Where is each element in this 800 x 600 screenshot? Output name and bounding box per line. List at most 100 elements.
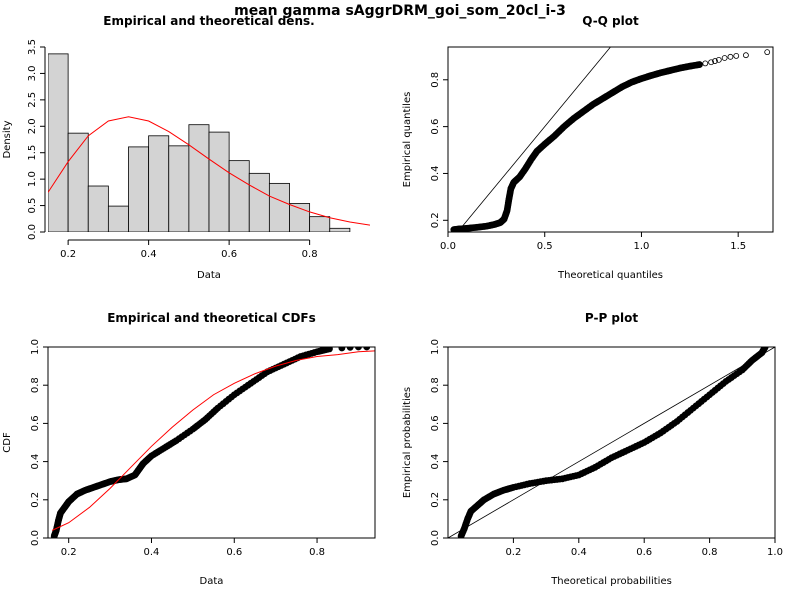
- y-tick-label: 0.0: [30, 530, 41, 546]
- data-point: [702, 60, 709, 67]
- y-axis-label: CDF: [2, 432, 13, 453]
- y-tick-label: 0.2: [430, 212, 441, 228]
- plot-frame: [447, 46, 774, 233]
- x-tick-label: 0.8: [309, 547, 325, 558]
- data-point: [721, 55, 728, 61]
- data-point: [727, 53, 734, 60]
- y-tick-label: 0.0: [27, 224, 38, 240]
- empirical-cdf-outlier: [363, 347, 370, 350]
- x-tick-label: 0.6: [221, 249, 237, 260]
- panel-title-qq: Q-Q plot: [582, 14, 639, 28]
- y-tick-label: 3.5: [27, 39, 38, 55]
- y-tick-label: 1.0: [30, 339, 41, 355]
- histogram-bar: [268, 182, 290, 232]
- empirical-cdf-outlier: [355, 347, 362, 350]
- y-tick-label: 0.4: [430, 166, 441, 182]
- plot-data-qq: [450, 47, 771, 232]
- data-point: [764, 49, 771, 56]
- histogram-bar: [48, 53, 69, 232]
- x-tick-label: 0.4: [141, 249, 157, 260]
- empirical-cdf-outlier: [347, 347, 354, 350]
- y-tick-label: 0.4: [430, 454, 441, 470]
- y-tick-label: 2.5: [27, 92, 38, 108]
- panel-pp: P-P plot 0.2 0.4 0.6 0.8 1.0 0.0 0.2 0.4 0.6 0.8 1.…: [402, 311, 783, 587]
- plot-data-cdf: [50, 347, 375, 538]
- reference-line: [448, 347, 775, 538]
- y-tick-label: 2.0: [27, 118, 38, 134]
- y-tick-label: 0.5: [27, 198, 38, 214]
- x-tick-label: 0.0: [440, 241, 456, 252]
- x-tick-label: 1.0: [767, 547, 783, 558]
- y-tick-label: 0.4: [30, 454, 41, 470]
- x-axis-label: Theoretical quantiles: [557, 270, 663, 281]
- panel-title-pp: P-P plot: [585, 311, 638, 325]
- data-point: [733, 52, 740, 59]
- data-point: [696, 61, 703, 68]
- y-tick-label: 0.6: [430, 119, 441, 135]
- plot-frame: [47, 346, 376, 539]
- y-tick-label: 1.5: [27, 145, 38, 161]
- y-tick-label: 0.6: [430, 415, 441, 431]
- histogram-bar: [128, 146, 150, 232]
- y-tick-label: 0.8: [430, 72, 441, 88]
- y-tick-label: 0.8: [30, 377, 41, 393]
- y-tick-label: 1.0: [27, 171, 38, 187]
- panel-density: Empirical and theoretical dens. 0.2 0.4 0.6…: [2, 14, 370, 281]
- x-tick-label: 1.0: [633, 241, 649, 252]
- histogram-bar: [107, 205, 129, 232]
- theoretical-cdf-curve: [51, 350, 375, 531]
- data-point: [708, 59, 714, 66]
- x-tick-label: 0.2: [61, 547, 77, 558]
- empirical-cdf-outlier: [338, 347, 345, 350]
- panel-qq: Q-Q plot 0.0 0.5 1.0 1.5 0.2 0.4 0.6 0.8 Theoreti…: [402, 14, 774, 281]
- y-tick-label: 0.8: [430, 377, 441, 393]
- x-tick-label: 0.2: [60, 249, 76, 260]
- plot-layer: Empirical and theoretical dens. 0.2 0.4 0.6…: [2, 14, 783, 587]
- histogram-bar: [67, 132, 89, 232]
- empirical-cdf-point: [338, 347, 346, 352]
- y-axis-label: Empirical probabilities: [402, 387, 413, 498]
- theoretical-density-curve: [48, 116, 370, 226]
- data-point: [715, 56, 722, 63]
- x-axis-label: Theoretical probabilities: [550, 576, 672, 587]
- panel-cdf: Empirical and theoretical CDFs 0.2 0.4 0.6 0…: [2, 311, 376, 587]
- reference-line: [457, 47, 612, 232]
- y-axis-label: Empirical quantiles: [402, 92, 413, 188]
- histogram-bar: [208, 131, 230, 232]
- histogram-bar: [248, 172, 270, 232]
- histogram-bar: [168, 145, 190, 232]
- x-tick-label: 1.5: [730, 241, 746, 252]
- histogram-bar: [228, 160, 250, 232]
- y-tick-label: 3.0: [27, 65, 38, 81]
- histogram-bar: [87, 185, 109, 232]
- x-tick-label: 0.4: [144, 547, 160, 558]
- x-tick-label: 0.8: [302, 249, 318, 260]
- x-tick-label: 0.8: [702, 547, 718, 558]
- y-tick-label: 0.6: [30, 415, 41, 431]
- x-tick-label: 0.2: [505, 547, 521, 558]
- y-tick-label: 0.0: [430, 530, 441, 546]
- data-point: [743, 52, 749, 59]
- y-axis-label: Density: [2, 120, 13, 158]
- histogram-bar: [329, 227, 351, 232]
- x-tick-label: 0.5: [537, 241, 553, 252]
- histogram-bar: [188, 124, 210, 232]
- figure-title: mean gamma sAggrDRM_goi_som_20cl_i-3: [234, 3, 566, 19]
- y-tick-label: 0.2: [430, 492, 441, 508]
- empirical-cdf-point: [326, 347, 333, 353]
- histogram-bar: [309, 216, 331, 232]
- panel-title-cdf: Empirical and theoretical CDFs: [107, 311, 316, 325]
- y-tick-label: 0.2: [30, 492, 41, 508]
- data-point: [712, 58, 718, 64]
- x-tick-label: 0.6: [226, 547, 242, 558]
- x-tick-label: 0.6: [636, 547, 652, 558]
- panel-title-density: Empirical and theoretical dens.: [103, 14, 314, 28]
- y-tick-label: 1.0: [430, 339, 441, 355]
- plot-data-density: [48, 53, 370, 232]
- histogram-bar: [148, 135, 170, 232]
- x-tick-label: 0.4: [571, 547, 587, 558]
- data-point: [761, 347, 769, 351]
- x-axis-label: Data: [197, 270, 221, 281]
- x-axis-label: Data: [200, 576, 224, 587]
